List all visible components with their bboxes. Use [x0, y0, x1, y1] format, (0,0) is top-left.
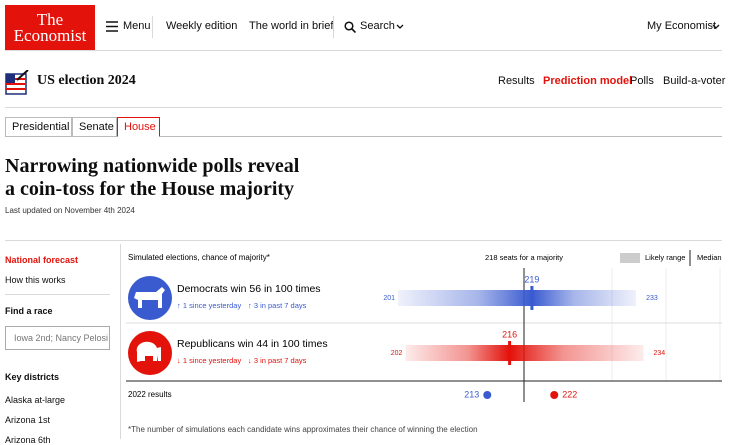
majority-label: 218 seats for a majority — [485, 253, 563, 262]
divider — [160, 136, 722, 137]
search-icon — [344, 21, 356, 33]
district-link[interactable]: Arizona 1st — [5, 415, 51, 425]
tab-label: House — [124, 121, 156, 133]
range-high: 234 — [654, 350, 666, 357]
divider — [5, 50, 722, 51]
tab-label: Senate — [79, 121, 114, 133]
tab[interactable]: Presidential — [5, 117, 72, 137]
divider — [5, 107, 722, 108]
find-title: Find a race — [5, 306, 53, 316]
nav-link[interactable]: Weekly edition — [166, 20, 238, 32]
section-link[interactable]: Build-a-voter — [663, 75, 726, 87]
nav-link[interactable]: National forecast — [5, 255, 79, 265]
section-title: US election 2024 — [37, 73, 136, 88]
menu-icon — [106, 21, 118, 32]
legend-label: Likely range — [645, 253, 685, 262]
donkey — [134, 287, 165, 308]
footnote: *The number of simulations each candidat… — [128, 425, 478, 434]
forecast-text: Republicans win 44 in 100 times — [177, 338, 328, 350]
divider — [152, 16, 153, 38]
elephant — [136, 341, 161, 362]
divider — [5, 240, 722, 241]
legend-label: Median — [697, 253, 722, 262]
result-label: 222 — [562, 389, 577, 399]
section-link[interactable]: Results — [498, 75, 535, 87]
result-dot — [483, 391, 492, 399]
median-label: 216 — [502, 329, 517, 339]
chevron — [396, 24, 404, 29]
headline: Narrowing nationwide polls reveal a coin… — [5, 155, 299, 201]
election-icon — [5, 70, 29, 95]
district-link[interactable]: Alaska at-large — [5, 395, 66, 405]
tab[interactable]: Senate — [72, 117, 117, 137]
results-label: 2022 results — [128, 390, 172, 399]
change-day: ↑ 1 since yesterday — [177, 301, 241, 310]
change-week: ↑ 3 in past 7 days — [248, 301, 307, 310]
range-high: 233 — [646, 295, 658, 302]
divider — [120, 244, 121, 439]
median-marker — [508, 341, 512, 365]
divider — [333, 16, 334, 38]
chevron — [712, 24, 720, 29]
result-dot — [550, 391, 559, 399]
account-link[interactable]: My Economist — [647, 20, 717, 32]
tab[interactable]: House — [117, 117, 160, 137]
divider — [5, 294, 110, 295]
range-low: 202 — [391, 350, 403, 357]
section-link[interactable]: Prediction model — [543, 75, 633, 87]
change-week: ↓ 3 in past 7 days — [248, 356, 307, 365]
median-marker — [530, 286, 534, 310]
placeholder: Iowa 2nd; Nancy Pelosi — [14, 333, 109, 343]
forecast-text: Democrats win 56 in 100 times — [177, 283, 321, 295]
key-districts-title: Key districts — [5, 372, 60, 382]
nav-link[interactable]: The world in brief — [249, 20, 334, 32]
range-low: 201 — [383, 295, 395, 302]
nav-link[interactable]: Menu — [123, 20, 151, 32]
logo-line: The — [36, 10, 64, 29]
change-day: ↓ 1 since yesterday — [177, 356, 241, 365]
headline-line: Narrowing nationwide polls reveal — [5, 155, 300, 177]
likely-range — [405, 345, 644, 361]
search-input[interactable]: Iowa 2nd; Nancy Pelosi — [5, 326, 110, 350]
result-label: 213 — [464, 389, 479, 399]
section-link[interactable]: Polls — [630, 75, 654, 87]
logo[interactable]: The Economist — [5, 5, 95, 50]
nav-link[interactable]: How this works — [5, 275, 66, 285]
median-label: 219 — [524, 274, 539, 284]
tab-label: Presidential — [12, 121, 70, 133]
likely-range — [398, 290, 637, 306]
district-link[interactable]: Arizona 6th — [5, 435, 51, 445]
nav-link[interactable]: Search — [360, 20, 395, 32]
legend-swatch — [620, 253, 640, 263]
chart-title: Simulated elections, chance of majority* — [128, 253, 270, 262]
updated: Last updated on November 4th 2024 — [5, 206, 135, 215]
headline-line: a coin-toss for the House majority — [5, 178, 295, 200]
logo-line: Economist — [13, 26, 87, 45]
